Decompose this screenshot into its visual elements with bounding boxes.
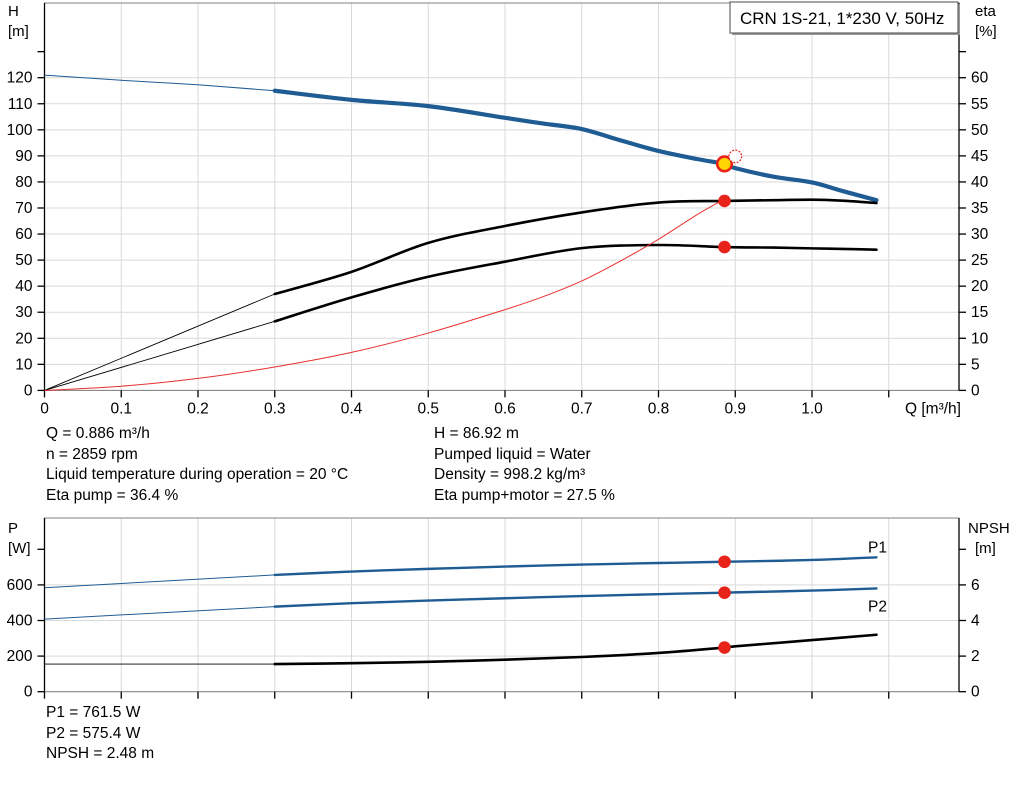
svg-text:4: 4 (971, 613, 980, 630)
svg-text:[m]: [m] (8, 23, 29, 40)
svg-text:100: 100 (7, 122, 33, 139)
svg-text:0: 0 (24, 684, 33, 701)
svg-text:45: 45 (971, 148, 988, 165)
svg-text:10: 10 (971, 330, 989, 347)
svg-text:1.0: 1.0 (801, 400, 823, 417)
svg-text:20: 20 (971, 278, 989, 295)
svg-text:0.8: 0.8 (648, 400, 670, 417)
svg-text:0: 0 (24, 382, 33, 399)
svg-text:90: 90 (15, 148, 33, 165)
svg-text:400: 400 (7, 613, 33, 630)
svg-text:0: 0 (40, 400, 49, 417)
svg-text:5: 5 (971, 356, 980, 373)
svg-text:35: 35 (971, 200, 988, 217)
svg-text:600: 600 (7, 577, 33, 594)
svg-text:0.7: 0.7 (571, 400, 593, 417)
svg-text:20: 20 (15, 330, 33, 347)
svg-text:30: 30 (15, 304, 33, 321)
svg-text:30: 30 (971, 226, 989, 243)
svg-text:6: 6 (971, 577, 980, 594)
svg-text:CRN 1S-21, 1*230 V, 50Hz: CRN 1S-21, 1*230 V, 50Hz (740, 9, 944, 28)
svg-text:0.1: 0.1 (110, 400, 132, 417)
svg-text:120: 120 (7, 70, 33, 87)
svg-text:0.5: 0.5 (417, 400, 439, 417)
svg-text:[%]: [%] (975, 23, 997, 40)
svg-text:70: 70 (15, 200, 33, 217)
svg-text:[m]: [m] (975, 540, 996, 557)
svg-text:0.6: 0.6 (494, 400, 516, 417)
svg-text:40: 40 (971, 174, 989, 191)
svg-text:10: 10 (15, 356, 33, 373)
svg-text:40: 40 (15, 278, 33, 295)
svg-text:0: 0 (971, 382, 980, 399)
svg-text:P: P (8, 520, 18, 537)
svg-text:0.9: 0.9 (724, 400, 746, 417)
svg-text:80: 80 (15, 174, 33, 191)
svg-text:P2: P2 (868, 599, 887, 616)
svg-text:P1: P1 (868, 540, 887, 557)
svg-text:60: 60 (971, 70, 989, 87)
svg-text:25: 25 (971, 252, 988, 269)
svg-text:50: 50 (15, 252, 33, 269)
svg-text:50: 50 (971, 122, 989, 139)
svg-text:Q [m³/h]: Q [m³/h] (905, 400, 961, 417)
svg-text:NPSH: NPSH (968, 520, 1010, 537)
svg-text:eta: eta (975, 3, 997, 20)
svg-text:60: 60 (15, 226, 33, 243)
svg-text:2: 2 (971, 648, 980, 665)
svg-text:15: 15 (971, 304, 988, 321)
svg-text:110: 110 (8, 96, 33, 113)
svg-text:200: 200 (7, 648, 33, 665)
svg-text:55: 55 (971, 96, 988, 113)
svg-text:0.4: 0.4 (341, 400, 363, 417)
svg-text:0: 0 (971, 684, 980, 701)
svg-text:H: H (8, 3, 19, 20)
svg-text:[W]: [W] (8, 540, 31, 557)
svg-text:0.2: 0.2 (187, 400, 209, 417)
svg-text:0.3: 0.3 (264, 400, 286, 417)
